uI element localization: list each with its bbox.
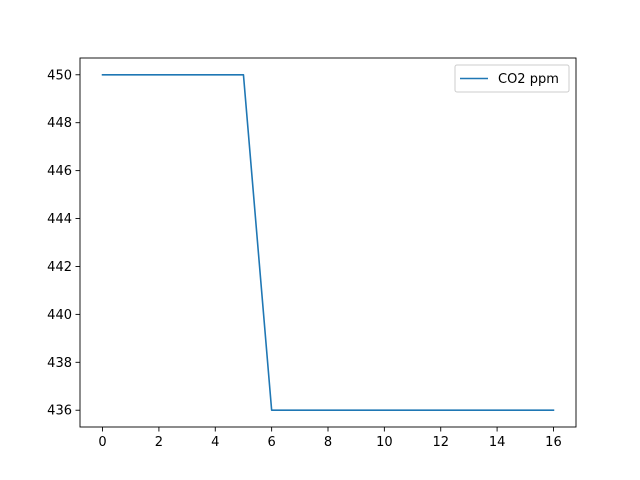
x-tick-label: 16 [545,435,562,450]
y-tick-label: 436 [47,404,72,419]
x-tick-label: 12 [432,435,449,450]
series-line-0 [101,73,555,412]
x-tick-label: 0 [98,435,106,450]
legend-series-label: CO2 ppm [498,72,559,87]
x-tick-label: 2 [155,435,163,450]
x-tick-label: 6 [267,435,275,450]
legend: CO2 ppm [454,64,570,93]
x-tick-label: 10 [376,435,393,450]
y-tick-label: 450 [47,68,72,83]
legend-box [454,64,570,93]
y-tick-label: 438 [47,356,72,371]
y-tick-label: 442 [47,260,72,275]
x-tick-label: 8 [324,435,332,450]
plot-area: 0 2 4 6 8 10 12 14 16 436 438 440 442 444 446 448 450 [47,57,577,450]
x-tick-label: 4 [211,435,219,450]
y-tick-label: 446 [47,164,72,179]
y-tick-label: 444 [47,212,72,227]
y-tick-label: 440 [47,308,72,323]
x-tick-label: 14 [489,435,506,450]
y-tick-label: 448 [47,116,72,131]
